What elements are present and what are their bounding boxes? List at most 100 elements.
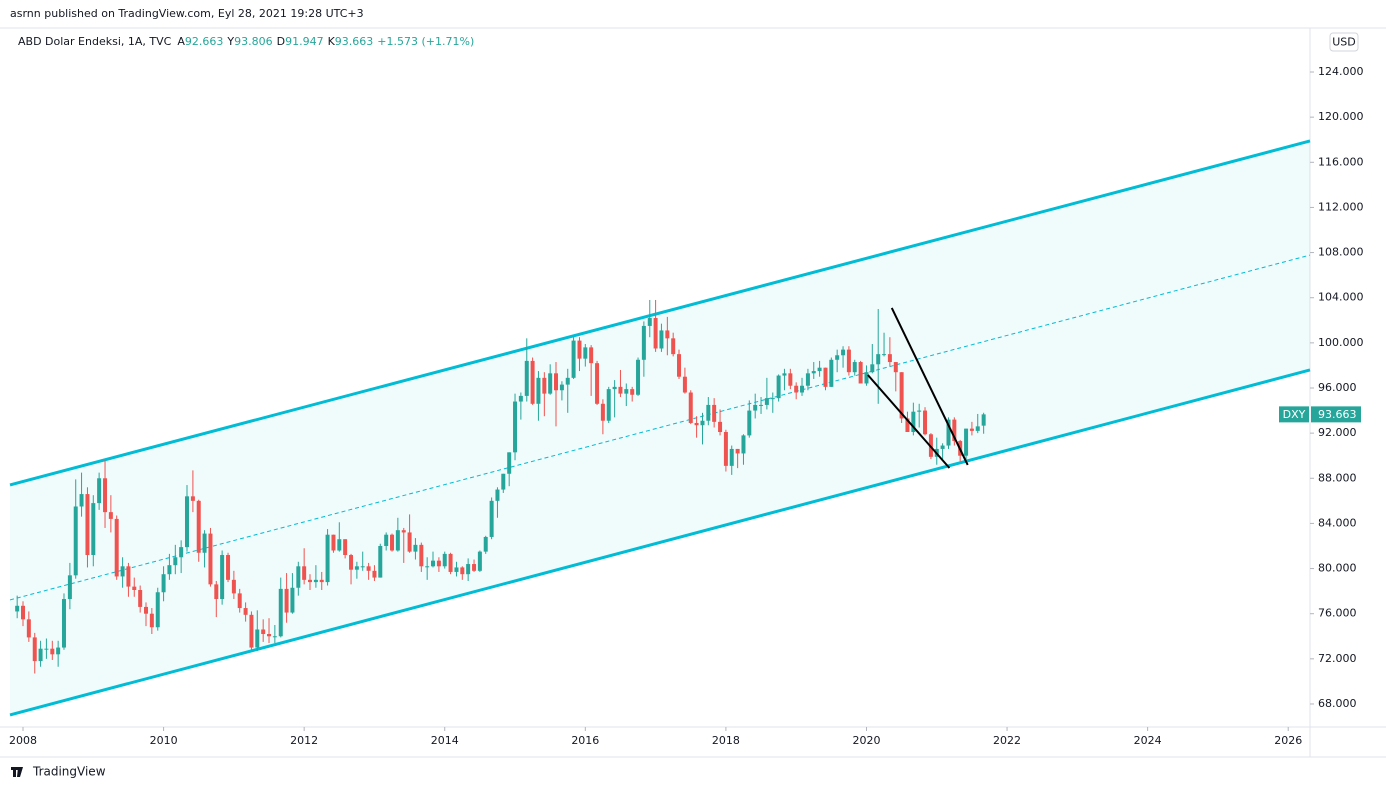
candle-body	[454, 567, 459, 572]
candle-body	[677, 354, 682, 377]
x-tick-label: 2026	[1274, 734, 1302, 747]
candle-body	[846, 349, 851, 373]
y-tick-label: 112.000	[1318, 200, 1364, 213]
candle-body	[61, 599, 66, 648]
candle-body	[85, 494, 90, 556]
candle-body	[641, 325, 646, 360]
symbol-label: DXY	[1283, 408, 1306, 421]
candle-body	[776, 375, 781, 399]
candle-body	[448, 553, 453, 572]
candle-body	[413, 544, 418, 552]
candle-body	[38, 648, 43, 662]
y-tick-label: 116.000	[1318, 155, 1364, 168]
candle-body	[653, 318, 658, 349]
candle-body	[407, 532, 412, 552]
y-tick-label: 100.000	[1318, 336, 1364, 349]
candle-body	[290, 587, 295, 613]
candle-body	[272, 636, 277, 638]
x-tick-label: 2016	[571, 734, 599, 747]
candle-body	[718, 421, 723, 433]
candle-body	[384, 534, 389, 546]
y-tick-label: 120.000	[1318, 110, 1364, 123]
candle-body	[67, 575, 72, 600]
candle-body	[665, 330, 670, 339]
candle-body	[600, 403, 605, 421]
currency-box[interactable]	[1329, 32, 1359, 52]
footer-brand: TradingView	[32, 765, 106, 779]
candle-body	[682, 376, 687, 393]
candle-body	[466, 564, 471, 575]
candle-body	[103, 478, 108, 513]
candle-body	[249, 614, 254, 648]
candle-body	[554, 373, 559, 391]
candle-body	[671, 338, 676, 355]
candle-body	[179, 547, 184, 558]
trend-line	[867, 374, 951, 469]
candle-body	[571, 340, 576, 378]
candle-body	[747, 410, 752, 436]
candle-body	[378, 545, 383, 578]
candle-body	[800, 385, 805, 393]
candle-body	[882, 354, 887, 356]
candle-body	[876, 354, 881, 365]
candle-body	[606, 389, 611, 421]
candle-body	[923, 410, 928, 435]
candle-body	[964, 428, 969, 456]
candle-body	[237, 593, 242, 609]
legend-value: 91.947	[285, 35, 324, 48]
candle-body	[161, 574, 166, 593]
candle-body	[395, 530, 400, 551]
candle-body	[911, 411, 916, 433]
x-tick-label: 2022	[993, 734, 1021, 747]
candle-body	[489, 500, 494, 537]
candle-body	[50, 648, 55, 655]
candle-body	[243, 608, 248, 615]
candle-body	[190, 496, 195, 501]
candle-body	[349, 555, 354, 570]
candle-body	[536, 377, 541, 404]
candle-body	[706, 404, 711, 421]
candle-body	[56, 647, 61, 655]
candle-body	[354, 566, 359, 570]
candle-body	[366, 566, 371, 571]
candle-body	[278, 588, 283, 637]
candle-body	[852, 362, 857, 373]
candle-body	[688, 392, 693, 423]
candle-body	[817, 367, 822, 372]
y-tick-label: 68.000	[1318, 697, 1357, 710]
y-tick-label: 92.000	[1318, 426, 1357, 439]
currency[interactable]: USD	[1332, 36, 1356, 49]
legend-value: 93.806	[234, 35, 273, 48]
y-tick-label: 124.000	[1318, 65, 1364, 78]
candle-body	[319, 579, 324, 583]
candle-body	[940, 445, 945, 449]
candle-body	[97, 478, 102, 504]
candle-body	[764, 398, 769, 405]
candle-body	[120, 566, 125, 577]
candle-body	[261, 629, 266, 635]
legend-label: A	[177, 35, 185, 48]
x-tick-label: 2018	[712, 734, 740, 747]
candle-body	[823, 367, 828, 387]
candle-body	[870, 364, 875, 373]
legend: ABD Dolar Endeksi, 1A, TVC A92.663 Y93.806…	[18, 35, 474, 48]
candle-body	[360, 566, 365, 568]
candle-body	[624, 389, 629, 394]
candle-body	[231, 579, 236, 594]
candle-body	[759, 404, 764, 406]
candle-body	[864, 372, 869, 384]
candle-body	[390, 534, 395, 551]
candle-body	[741, 435, 746, 454]
candle-body	[595, 363, 600, 404]
candle-body	[735, 448, 740, 454]
channel-upper	[9, 139, 1311, 487]
legend-label: D	[277, 35, 285, 48]
candle-body	[325, 534, 330, 583]
candle-body	[44, 648, 49, 650]
candle-body	[501, 473, 506, 490]
y-tick-label: 80.000	[1318, 562, 1357, 575]
candle-body	[483, 536, 488, 552]
candle-body	[91, 503, 96, 556]
